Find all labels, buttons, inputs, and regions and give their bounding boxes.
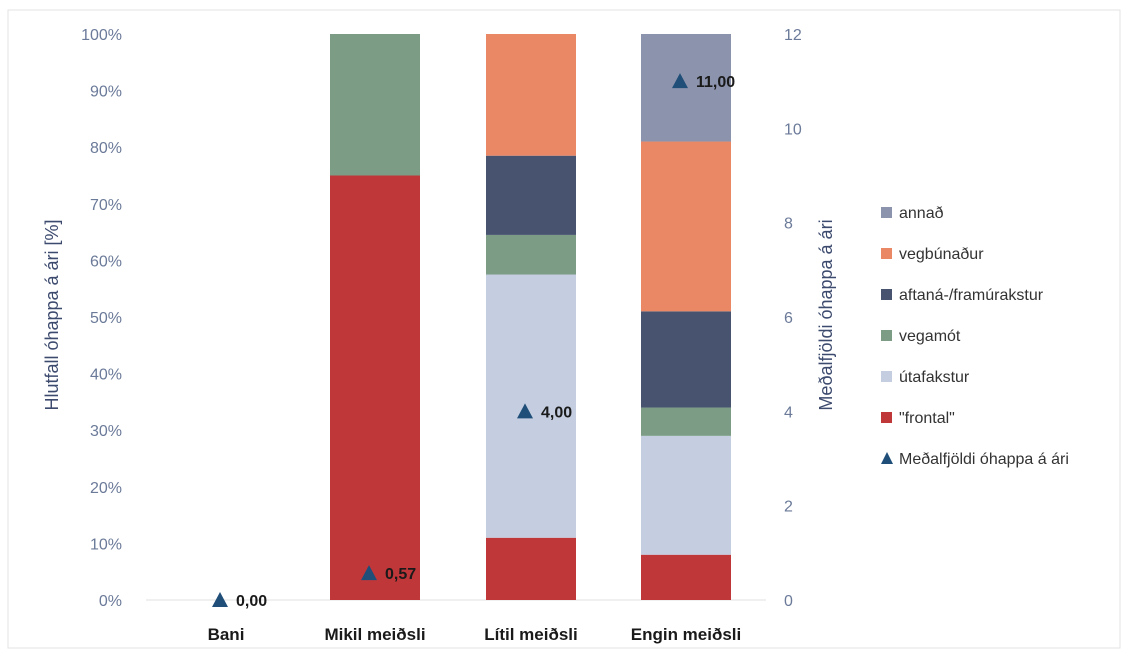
bar-segment bbox=[641, 435, 731, 555]
average-markers: 0,00 0,57 4,00 11,00 bbox=[212, 73, 735, 610]
bar-segment bbox=[641, 311, 731, 408]
y-tick-label: 30% bbox=[90, 423, 122, 440]
bar-segment bbox=[486, 155, 576, 235]
legend-swatch bbox=[881, 412, 892, 423]
data-label: 4,00 bbox=[541, 404, 572, 421]
y-tick-label: 20% bbox=[90, 480, 122, 497]
y2-tick-label: 10 bbox=[784, 121, 802, 138]
legend-swatch bbox=[881, 330, 892, 341]
bar-segment bbox=[486, 274, 576, 538]
y-tick-label: 100% bbox=[81, 27, 122, 44]
y-tick-label: 70% bbox=[90, 197, 122, 214]
bars-group bbox=[330, 34, 731, 600]
legend-label: vegamót bbox=[899, 328, 961, 345]
bar-segment bbox=[486, 34, 576, 156]
category-label: Engin meiðsli bbox=[631, 625, 742, 644]
secondary-y-ticks: 0 2 4 6 8 10 12 bbox=[784, 27, 802, 610]
data-label: 11,00 bbox=[696, 74, 735, 91]
average-marker bbox=[672, 73, 688, 89]
average-marker bbox=[212, 592, 228, 607]
bar-segment bbox=[641, 554, 731, 600]
legend-label: útafakstur bbox=[899, 369, 970, 386]
y-tick-label: 60% bbox=[90, 253, 122, 270]
y2-tick-label: 2 bbox=[784, 499, 793, 516]
y2-tick-label: 0 bbox=[784, 593, 793, 610]
data-label: 0,57 bbox=[385, 566, 416, 583]
bar-segment bbox=[330, 34, 420, 176]
legend-swatch bbox=[881, 207, 892, 218]
category-label: Mikil meiðsli bbox=[324, 625, 425, 644]
y2-tick-label: 12 bbox=[784, 27, 802, 44]
average-marker bbox=[361, 565, 377, 581]
bar-segment bbox=[641, 141, 731, 312]
data-label: 0,00 bbox=[236, 593, 267, 610]
y-tick-label: 50% bbox=[90, 310, 122, 327]
category-label: Lítil meiðsli bbox=[484, 625, 578, 644]
y2-tick-label: 8 bbox=[784, 216, 793, 233]
bar-segment bbox=[486, 234, 576, 275]
bar-segment bbox=[486, 537, 576, 600]
legend-swatch bbox=[881, 289, 892, 300]
y2-tick-label: 6 bbox=[784, 310, 793, 327]
y-tick-label: 90% bbox=[90, 84, 122, 101]
y-tick-label: 10% bbox=[90, 536, 122, 553]
category-label: Bani bbox=[208, 625, 245, 644]
bar-segment bbox=[641, 407, 731, 436]
y-tick-label: 40% bbox=[90, 367, 122, 384]
legend-label: aftaná-/framúrakstur bbox=[899, 287, 1044, 304]
category-labels: Bani Mikil meiðsli Lítil meiðsli Engin meið… bbox=[208, 625, 742, 644]
legend: annað vegbúnaður aftaná-/framúrakstur vegam… bbox=[881, 205, 1069, 468]
chart-border bbox=[7, 9, 1121, 649]
y-tick-label: 0% bbox=[99, 593, 122, 610]
legend-label: "frontal" bbox=[899, 410, 955, 427]
legend-label: Meðalfjöldi óhappa á ári bbox=[899, 451, 1069, 468]
legend-label: annað bbox=[899, 205, 944, 222]
bar-segment bbox=[330, 175, 420, 600]
y-tick-label: 80% bbox=[90, 140, 122, 157]
average-marker bbox=[517, 403, 533, 419]
legend-swatch bbox=[881, 248, 892, 259]
y2-tick-label: 4 bbox=[784, 404, 793, 421]
primary-y-ticks: 0% 10% 20% 30% 40% 50% 60% 70% 80% 90% 100% bbox=[81, 27, 122, 610]
y2-axis-title: Meðalfjöldi óhappa á ári bbox=[816, 219, 836, 410]
y-axis-title: Hlutfall óhappa á ári [%] bbox=[42, 219, 62, 410]
legend-swatch bbox=[881, 371, 892, 382]
legend-marker bbox=[881, 452, 893, 464]
legend-label: vegbúnaður bbox=[899, 246, 984, 263]
